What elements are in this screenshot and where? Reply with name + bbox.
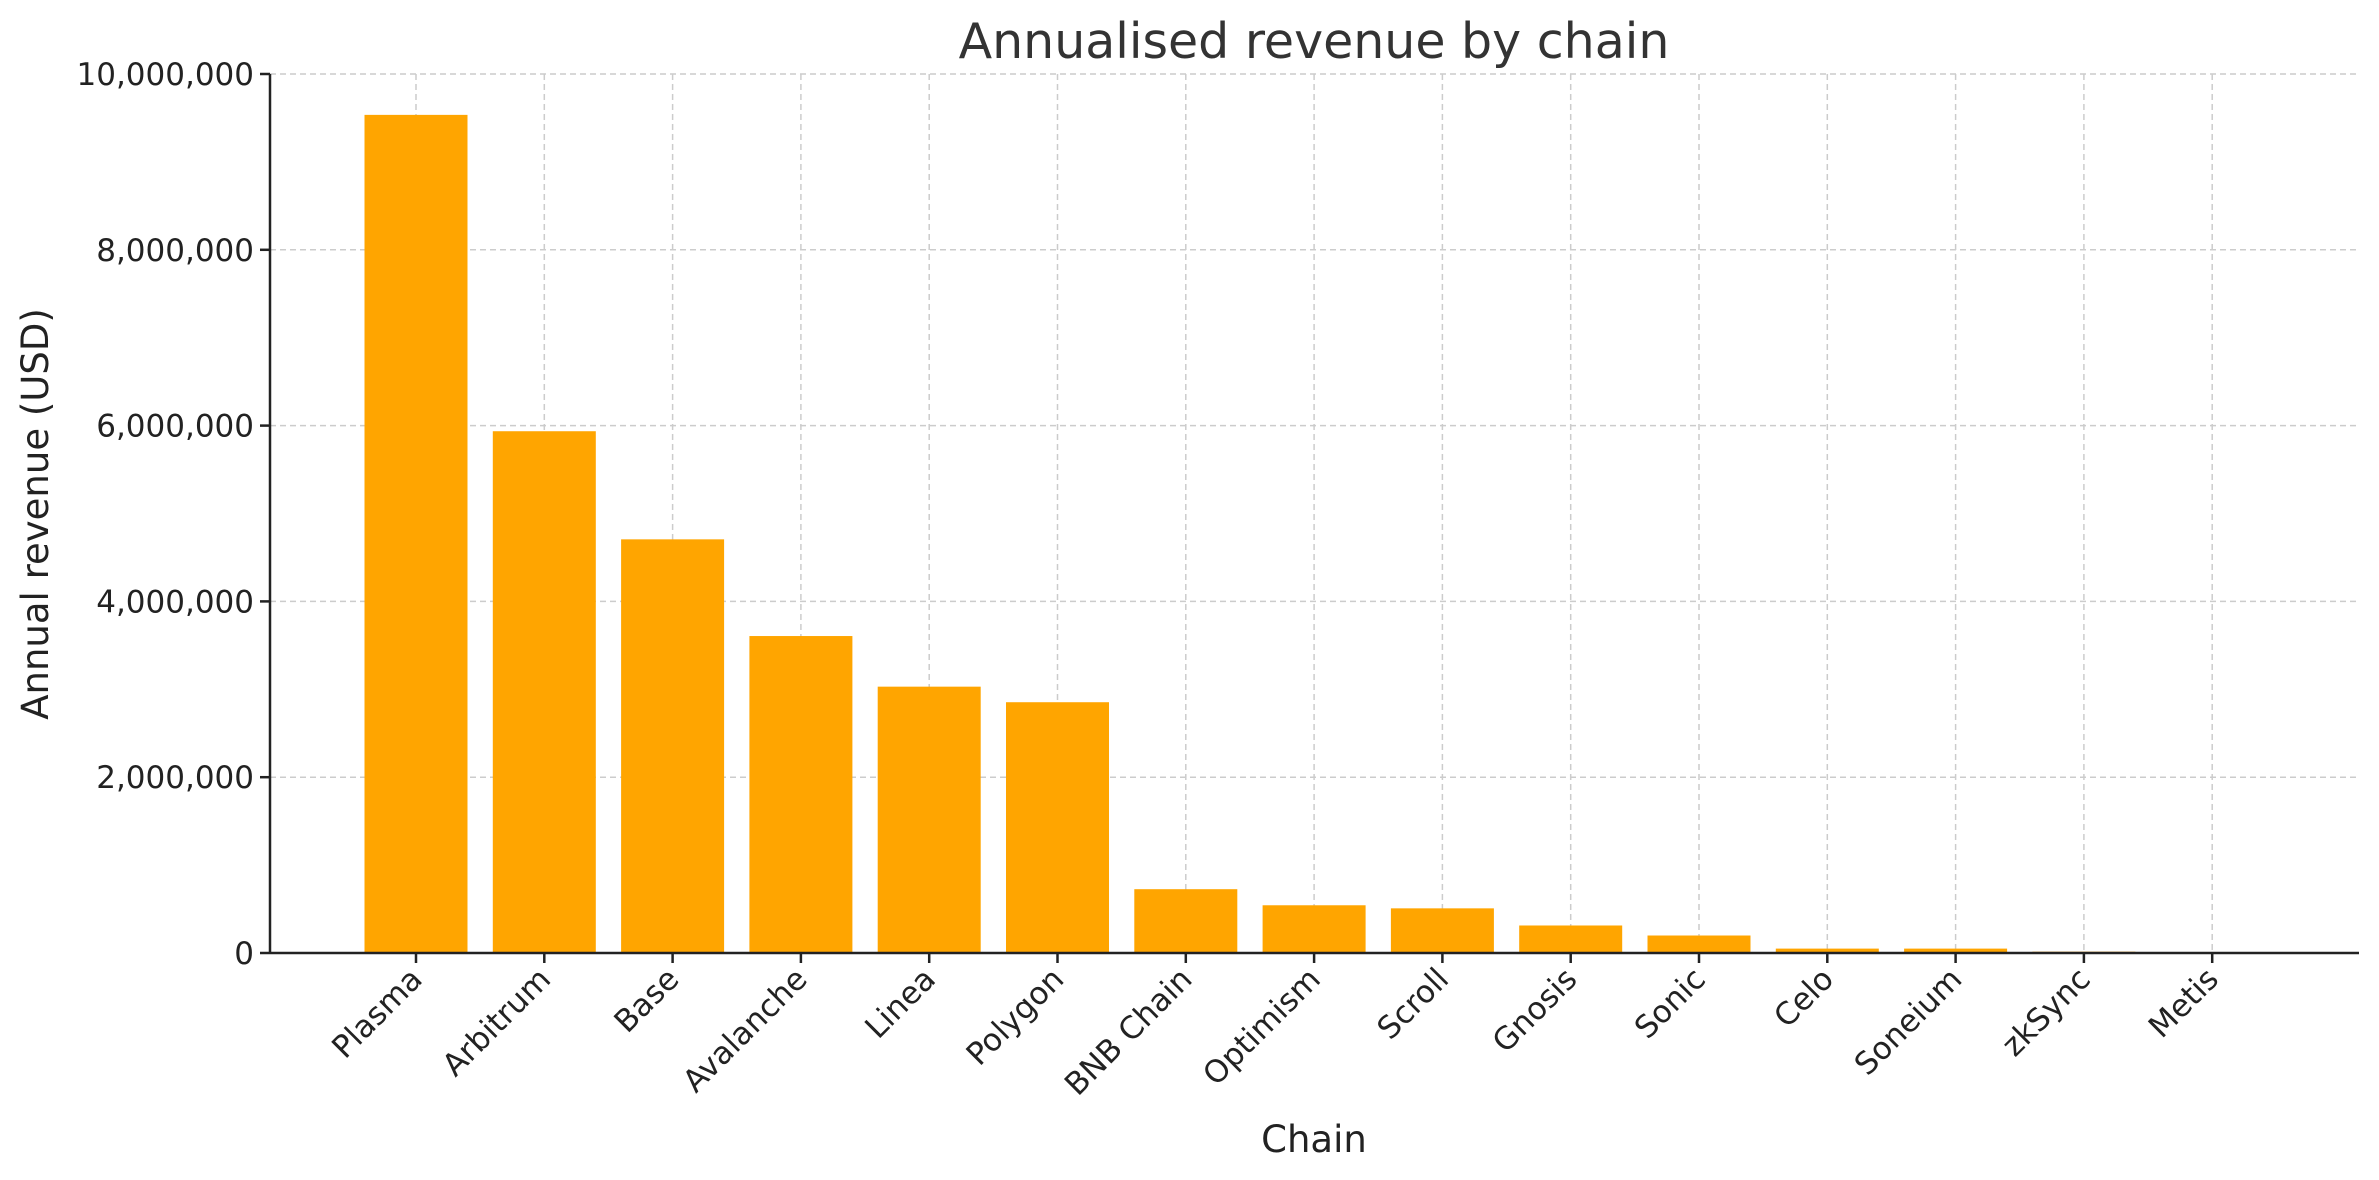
chart-title: Annualised revenue by chain — [959, 13, 1670, 70]
y-tick-label: 8,000,000 — [96, 233, 254, 269]
y-axis: 0 2,000,000 4,000,000 6,000,000 8,000,000 10,… — [77, 57, 272, 972]
bar-celo — [1775, 948, 1879, 953]
y-tick-label: 6,000,000 — [96, 409, 254, 445]
bar-plasma — [364, 114, 468, 954]
y-tick-label: 0 — [234, 936, 254, 972]
y-tick-label: 10,000,000 — [77, 57, 255, 93]
bar-polygon — [1006, 702, 1109, 953]
bar-gnosis — [1519, 925, 1623, 953]
bar-arbitrum — [492, 431, 596, 953]
x-tick-label: Sonic — [1628, 961, 1713, 1046]
x-tick-label: Linea — [858, 961, 943, 1046]
bars — [364, 114, 2264, 954]
bar-soneium — [1904, 948, 2008, 953]
y-tick-label: 4,000,000 — [96, 584, 254, 620]
x-tick-label: Metis — [2142, 961, 2226, 1045]
x-tick-label: Polygon — [960, 961, 1072, 1073]
bar-avalanche — [749, 636, 853, 953]
bar-base — [621, 539, 725, 953]
x-tick-label: Soneium — [1848, 961, 1970, 1083]
bar-linea — [877, 686, 981, 953]
x-tick-label: BNB Chain — [1058, 961, 1200, 1103]
x-tick-label: Celo — [1767, 961, 1841, 1035]
x-tick-label: Scroll — [1371, 961, 1457, 1047]
x-tick-label: Arbitrum — [436, 961, 558, 1083]
bar-optimism — [1262, 905, 1366, 953]
x-tick-label: Plasma — [325, 961, 429, 1065]
x-tick-label: Avalanche — [676, 961, 814, 1099]
x-axis-label: Chain — [1261, 1118, 1367, 1161]
bar-bnb-chain — [1134, 889, 1238, 953]
x-tick-label: zkSync — [1995, 961, 2097, 1063]
x-tick-label: Optimism — [1196, 961, 1328, 1093]
x-tick-label: Gnosis — [1486, 961, 1585, 1060]
y-tick-label: 2,000,000 — [96, 760, 254, 796]
x-tick-label: Base — [607, 961, 686, 1040]
y-axis-label: Annual revenue (USD) — [14, 308, 57, 720]
bar-sonic — [1647, 935, 1751, 953]
bar-scroll — [1390, 908, 1494, 953]
